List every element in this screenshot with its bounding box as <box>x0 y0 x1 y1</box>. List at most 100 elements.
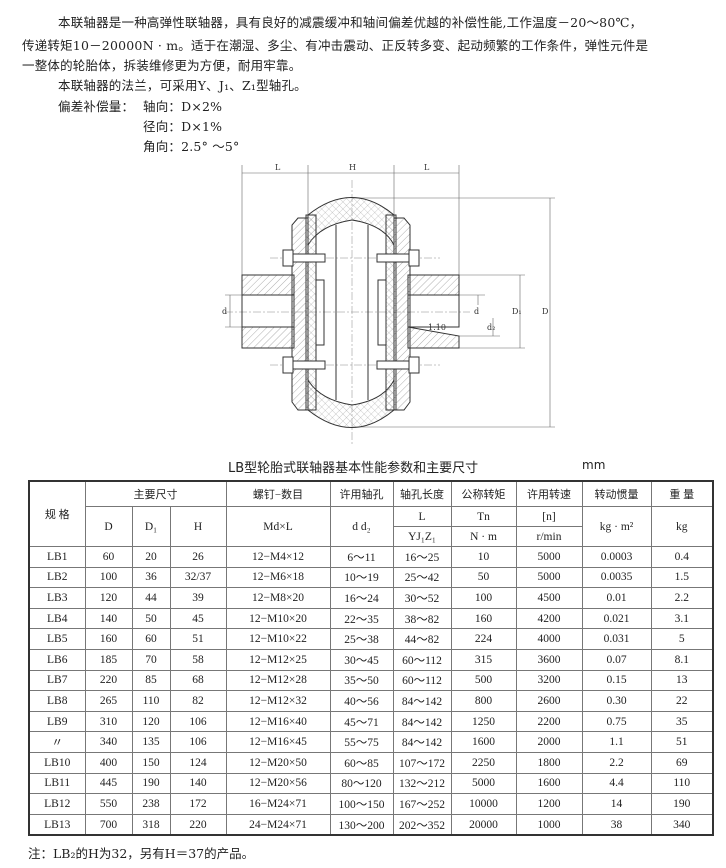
table-cell: 1.5 <box>650 566 714 589</box>
table-cell: 10 <box>450 546 517 568</box>
table-cell: 12−M6×18 <box>225 566 331 589</box>
table-cell: 12−M20×56 <box>225 772 331 795</box>
header-rmin: r/min <box>515 526 583 547</box>
table-cell: 12−M10×20 <box>225 607 331 630</box>
intro-line-2: 传递转矩10－20000N · m。适于在潮湿、多尘、有冲击震动、正反转多变、起… <box>22 38 649 53</box>
table-cell: 107～172 <box>392 751 452 774</box>
dim-L-left: L <box>275 163 281 172</box>
header-Tn: Tn <box>450 506 517 527</box>
table-cell: 38～82 <box>392 607 452 630</box>
table-cell: 202～352 <box>392 813 452 836</box>
dim-d2: d₂ <box>487 323 495 332</box>
table-row: LB12 550 238 172 16−M24×71 100～150 167～252 1000… <box>28 793 714 815</box>
table-cell: 13 <box>650 669 714 692</box>
table-cell: 16～25 <box>392 546 452 568</box>
table-cell: 318 <box>131 813 171 836</box>
table-row: LB4 140 50 45 12−M10×20 22～35 38～82 160 4200 0.02… <box>28 607 714 630</box>
table-row: LB2 100 36 32/37 12−M6×18 10～19 25～42 50 5000 0.0… <box>28 566 714 589</box>
table-cell: 1600 <box>450 731 517 753</box>
table-cell: 38 <box>581 813 652 836</box>
header-n: [n] <box>515 506 583 527</box>
table-cell: 4200 <box>515 607 583 630</box>
table-row: LB13 700 318 220 24−M24×71 130～200 202～352 2000… <box>28 813 714 836</box>
table-cell: LB5 <box>28 628 86 650</box>
table-cell: 190 <box>650 793 714 815</box>
table-cell: 12−M16×40 <box>225 710 331 733</box>
table-cell: LB13 <box>28 813 86 836</box>
dim-d-left: d <box>222 307 227 316</box>
table-cell: 1200 <box>515 793 583 815</box>
table-cell: 0.031 <box>581 628 652 650</box>
table-cell: 12−M16×45 <box>225 731 331 753</box>
table-cell: 4000 <box>515 628 583 650</box>
table-cell: 150 <box>131 751 171 774</box>
table-cell: 106 <box>169 710 227 733</box>
header-H: H <box>169 506 227 547</box>
table-cell: LB3 <box>28 587 86 609</box>
table-cell: 130～200 <box>329 813 394 836</box>
dim-H: H <box>349 163 356 172</box>
table-cell: 12−M10×22 <box>225 628 331 650</box>
header-bore: 许用轴孔 <box>329 480 394 507</box>
compensation-angular: 角向：2.5° ～5° <box>143 139 240 154</box>
table-cell: 10～19 <box>329 566 394 589</box>
table-row: LB1 60 20 26 12−M4×12 6～11 16～25 10 5000 0.0003 0.… <box>28 546 714 568</box>
table-cell: 20 <box>131 546 171 568</box>
header-weight: 重 量 <box>650 480 714 507</box>
header-bolts: 螺钉−数目 <box>225 480 331 507</box>
table-cell: 84～142 <box>392 731 452 753</box>
table-cell: LB4 <box>28 607 86 630</box>
table-cell: 185 <box>84 648 133 671</box>
table-cell: 32/37 <box>169 566 227 589</box>
table-cell: 220 <box>169 813 227 836</box>
table-cell: 120 <box>84 587 133 609</box>
intro-line-3: 一整体的轮胎体，拆装维修更为方便，耐用牢靠。 <box>22 58 302 73</box>
table-cell: 58 <box>169 648 227 671</box>
table-row: LB8 265 110 82 12−M12×32 40～56 84～142 800 2600 0.… <box>28 690 714 712</box>
table-cell: 445 <box>84 772 133 795</box>
table-cell: 100 <box>450 587 517 609</box>
table-cell: 167～252 <box>392 793 452 815</box>
table-cell: 60 <box>84 546 133 568</box>
table-cell: 50 <box>131 607 171 630</box>
table-cell: 220 <box>84 669 133 692</box>
table-cell: LB2 <box>28 566 86 589</box>
header-D1: D₁ <box>131 506 171 547</box>
header-inertia-unit: kg · m² <box>581 506 652 547</box>
table-cell: 172 <box>169 793 227 815</box>
table-row: LB7 220 85 68 12−M12×28 35～50 60～112 500 3200 0.1… <box>28 669 714 692</box>
header-weight-unit: kg <box>650 506 714 547</box>
table-cell: 22～35 <box>329 607 394 630</box>
table-cell: 0.4 <box>650 546 714 568</box>
taper-ratio: 1:10 <box>428 323 446 332</box>
table-cell: 30～45 <box>329 648 394 671</box>
table-cell: 35～50 <box>329 669 394 692</box>
table-cell: 39 <box>169 587 227 609</box>
table-cell: LB9 <box>28 710 86 733</box>
table-cell: 44～82 <box>392 628 452 650</box>
table-cell: 0.15 <box>581 669 652 692</box>
coupling-drawing: L H L d d d₂ D₁ D 1:10 <box>222 163 555 445</box>
table-cell: 12−M12×32 <box>225 690 331 712</box>
table-row: LB10 400 150 124 12−M20×50 60～85 107～172 2250 18… <box>28 751 714 774</box>
table-cell: 2.2 <box>581 751 652 774</box>
table-cell: LB7 <box>28 669 86 692</box>
table-row: LB5 160 60 51 12−M10×22 25～38 44～82 224 4000 0.03… <box>28 628 714 650</box>
dim-D1: D₁ <box>512 307 522 316</box>
table-cell: 44 <box>131 587 171 609</box>
table-row: LB3 120 44 39 12−M8×20 16～24 30～52 100 4500 0.01 2… <box>28 587 714 609</box>
flange-note: 本联轴器的法兰，可采用Y、J₁、Z₁型轴孔。 <box>58 78 307 93</box>
table-cell: 0.75 <box>581 710 652 733</box>
table-cell: 3600 <box>515 648 583 671</box>
table-cell: 340 <box>650 813 714 836</box>
table-cell: 1600 <box>515 772 583 795</box>
table-cell: 106 <box>169 731 227 753</box>
table-unit: mm <box>582 458 606 472</box>
table-cell: 340 <box>84 731 133 753</box>
header-main-dims: 主要尺寸 <box>84 480 227 507</box>
header-MdL: Md×L <box>225 506 331 547</box>
table-row: LB11 445 190 140 12−M20×56 80～120 132～212 5000 1… <box>28 772 714 795</box>
table-cell: 400 <box>84 751 133 774</box>
table-cell: 124 <box>169 751 227 774</box>
intro-line-1: 本联轴器是一种高弹性联轴器，具有良好的减震缓冲和轴间偏差优越的补偿性能,工作温度… <box>58 15 643 30</box>
